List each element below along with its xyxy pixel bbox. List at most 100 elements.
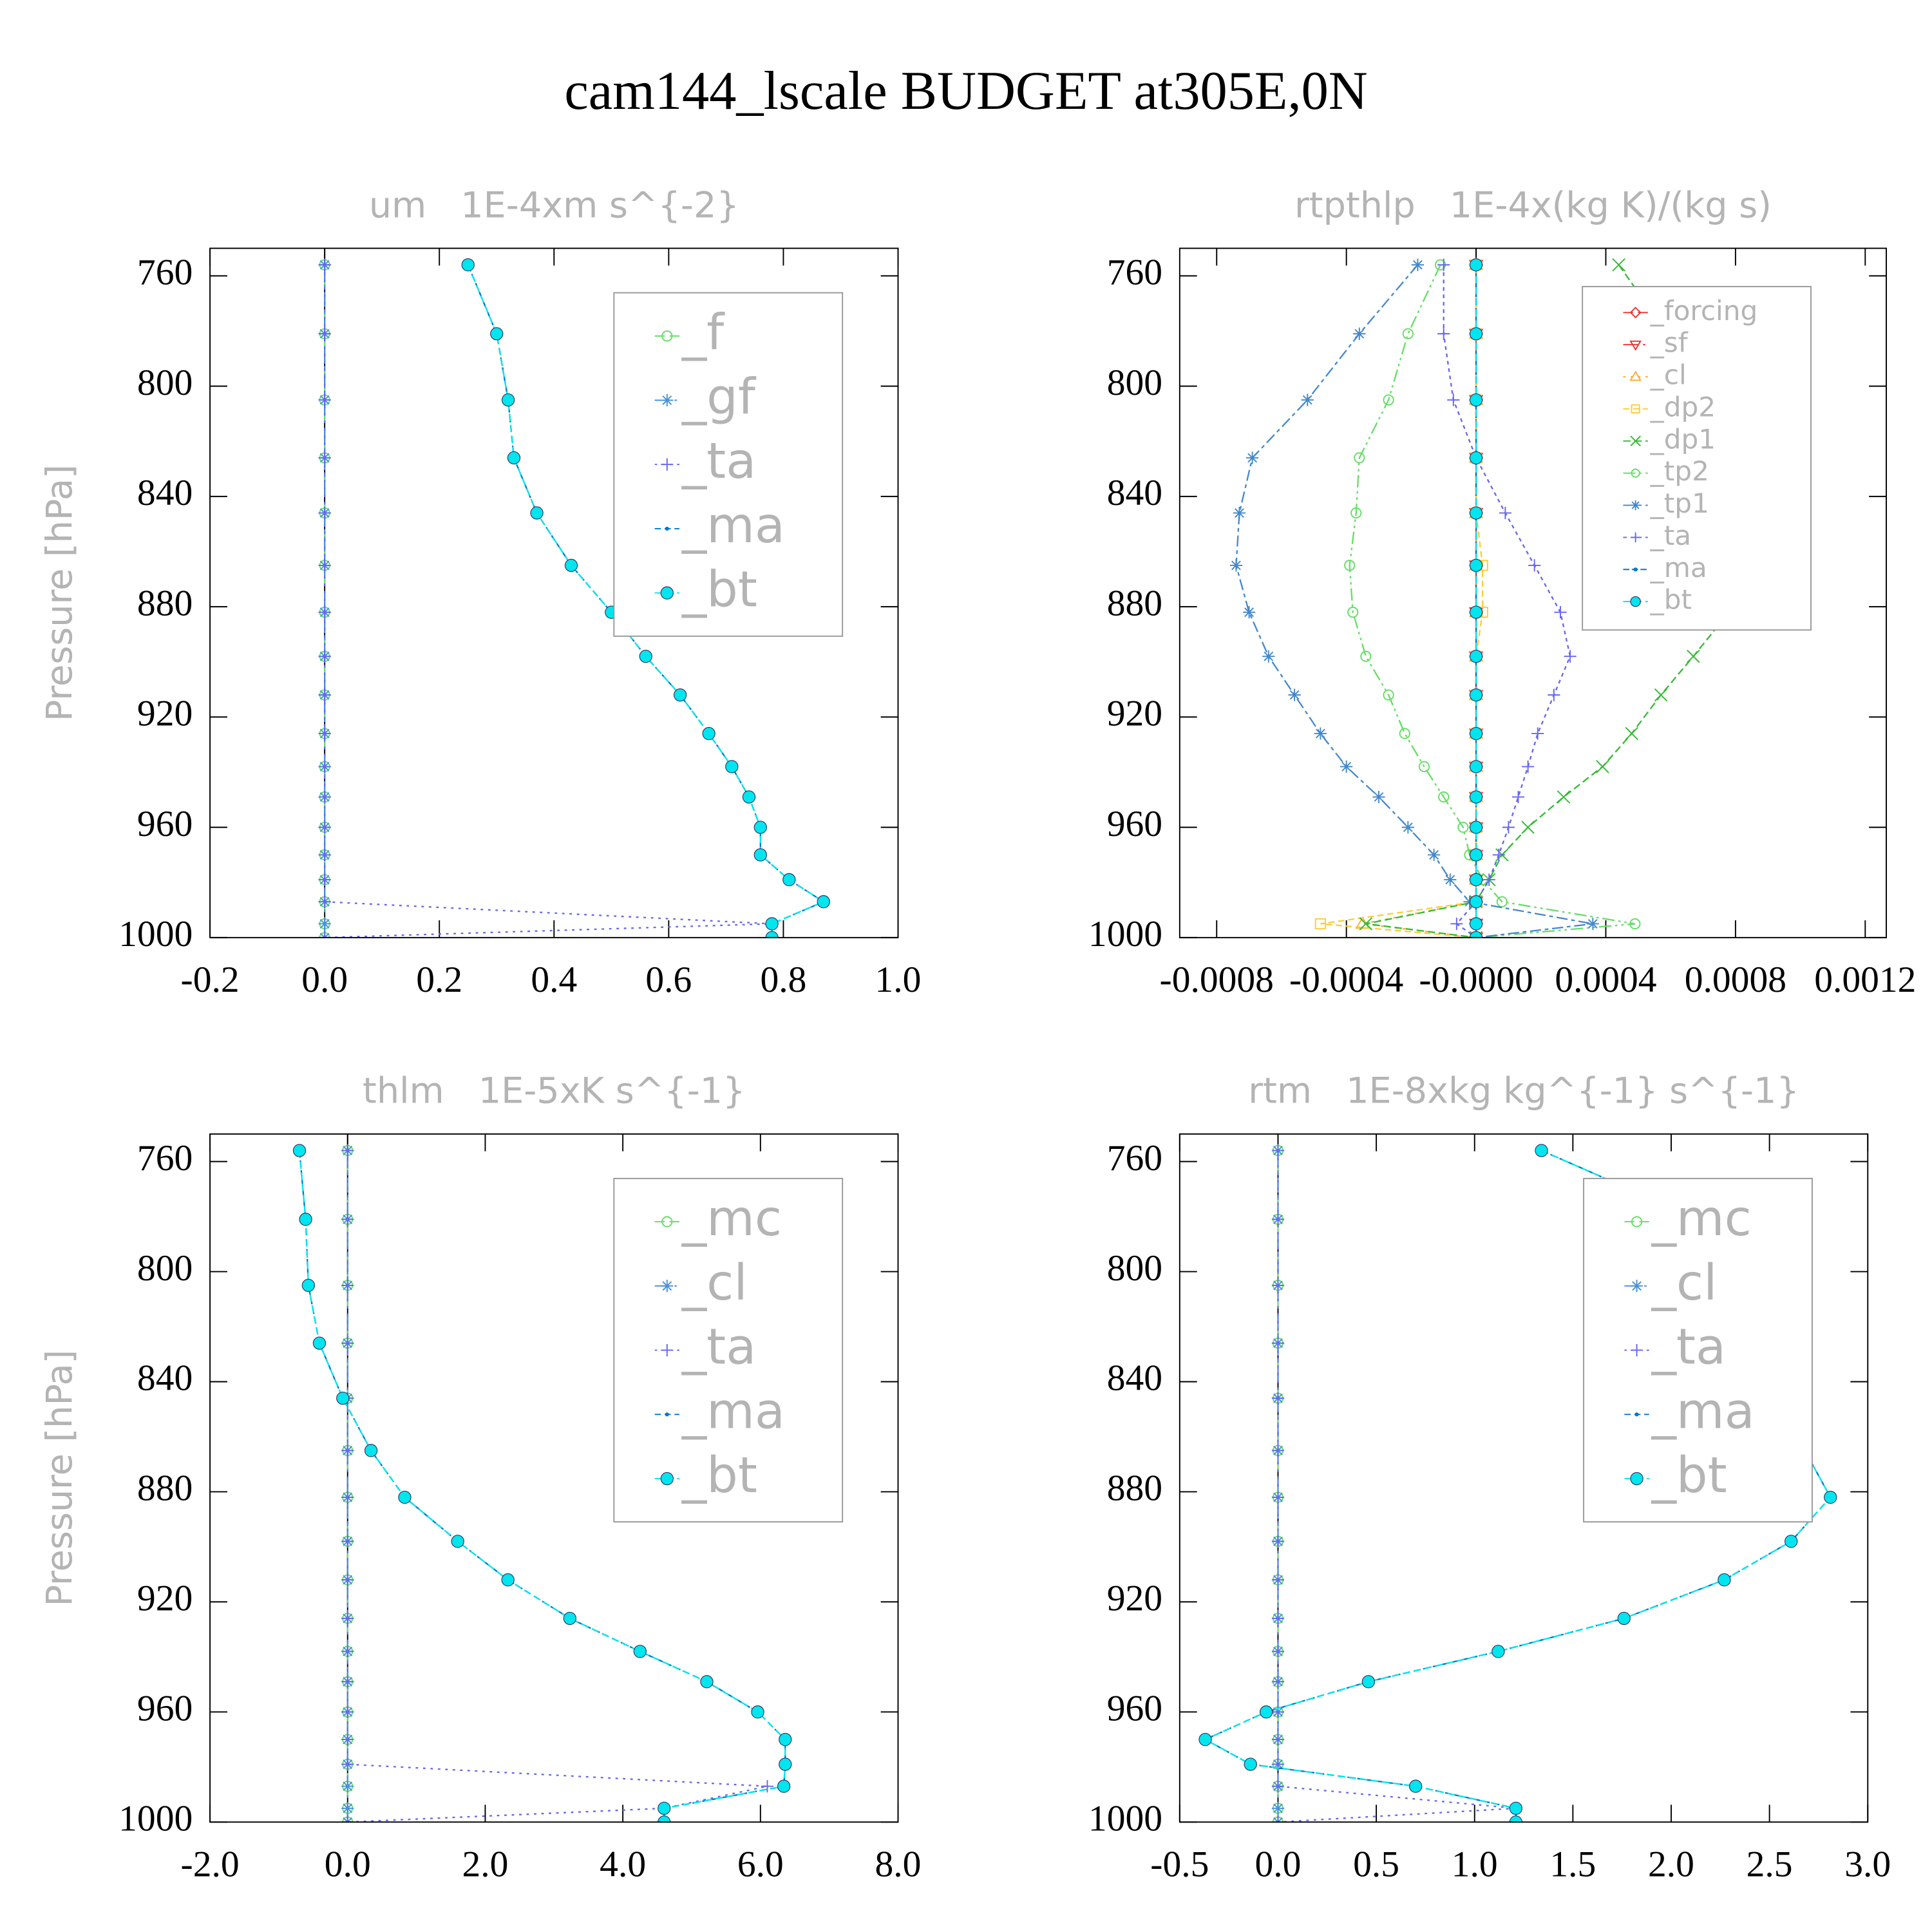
marker: [1259, 1705, 1273, 1719]
marker: [1271, 1392, 1285, 1405]
y-tick-label: 800: [1107, 1248, 1162, 1289]
marker: [1629, 340, 1642, 351]
legend-label: _f: [681, 305, 725, 362]
marker: [1350, 507, 1362, 519]
legend-label: _sf: [1650, 327, 1689, 359]
panel: thlm 1E-5xK s^{-1} Pressure [hPa] 760 800 84…: [39, 1070, 921, 1885]
x-tick-label: 0.8: [760, 960, 806, 1000]
marker: [1271, 1815, 1285, 1823]
marker: [661, 330, 673, 342]
marker: [364, 1444, 378, 1457]
y-tick-label: 800: [1107, 363, 1162, 403]
legend-label: _tp2: [1650, 455, 1709, 487]
marker: [661, 1343, 674, 1357]
legend-box: [613, 292, 844, 637]
marker: [341, 1535, 354, 1548]
legend-label: _ma: [681, 1383, 785, 1440]
marker: [661, 458, 674, 471]
marker: [1271, 1780, 1285, 1793]
marker: [1499, 506, 1511, 520]
marker: [665, 1412, 669, 1417]
y-tick-label: 960: [137, 804, 193, 844]
marker: [1469, 506, 1483, 520]
marker: [1469, 650, 1483, 663]
legend-label: _bt: [681, 562, 757, 619]
marker: [318, 848, 331, 862]
marker: [1557, 790, 1571, 804]
y-tick-label: 760: [1107, 1138, 1162, 1179]
marker: [1360, 650, 1372, 662]
marker: [318, 506, 331, 520]
marker: [1229, 559, 1243, 572]
marker: [1271, 1337, 1285, 1350]
marker: [1437, 327, 1450, 340]
marker: [292, 1144, 307, 1157]
marker: [398, 1490, 412, 1504]
marker: [700, 1675, 714, 1689]
y-tick-label: 880: [1107, 583, 1162, 623]
marker: [1496, 896, 1508, 907]
y-axis-label: Pressure [hPa]: [39, 464, 80, 721]
marker: [1408, 1779, 1423, 1793]
marker: [1457, 821, 1469, 833]
marker: [341, 1144, 354, 1157]
marker: [660, 586, 674, 600]
y-tick-label: 920: [1107, 694, 1162, 734]
marker: [1511, 790, 1525, 804]
marker: [658, 1815, 671, 1823]
y-tick-label: 1000: [1088, 914, 1162, 954]
panel: rtm 1E-8xkg kg^{-1} s^{-1} Pressure [hPa]…: [39, 1070, 1891, 1885]
marker: [1401, 821, 1414, 834]
marker: [1502, 821, 1515, 834]
marker: [1629, 307, 1642, 319]
y-tick-label: 1000: [118, 914, 193, 954]
marker: [1612, 258, 1625, 272]
y-tick-label: 840: [137, 1358, 193, 1399]
marker: [1469, 895, 1483, 909]
marker: [1344, 560, 1356, 571]
marker: [1469, 790, 1483, 804]
plot-area: [1198, 1144, 1837, 1823]
marker: [753, 848, 767, 862]
series-line: [1349, 264, 1635, 938]
series-line: [1203, 1150, 1832, 1823]
plot-frame: [209, 247, 899, 938]
marker: [1469, 451, 1483, 465]
marker: [782, 873, 796, 887]
marker: [702, 726, 715, 741]
marker: [1411, 258, 1425, 271]
marker: [1469, 258, 1483, 272]
plot-area: [292, 1144, 792, 1823]
marker: [564, 558, 578, 573]
marker: [1630, 500, 1641, 511]
legend-label: _ma: [681, 497, 785, 554]
legend: _mc _cl _ta _ma _bt: [613, 1177, 844, 1523]
marker: [341, 1573, 354, 1586]
marker: [318, 895, 331, 908]
marker: [665, 526, 669, 531]
panel: um 1E-4xm s^{-2} Pressure [hPa] 760 800 840 8…: [39, 184, 921, 1000]
marker: [1271, 1733, 1285, 1746]
marker: [341, 1733, 354, 1746]
y-tick-label: 920: [1107, 1578, 1162, 1619]
x-tick-label: -0.0004: [1289, 960, 1403, 1000]
legend-label: _cl: [681, 1255, 748, 1312]
y-tick-label: 880: [1107, 1468, 1162, 1509]
marker: [639, 650, 652, 663]
x-tick-label: 8.0: [875, 1844, 922, 1884]
marker: [779, 1732, 792, 1747]
marker: [318, 606, 331, 619]
marker: [530, 506, 544, 520]
legend-label: _bt: [1651, 1447, 1727, 1504]
marker: [1630, 1343, 1643, 1357]
marker: [1492, 1645, 1505, 1658]
marker: [753, 820, 767, 834]
marker: [1469, 848, 1483, 862]
marker: [507, 451, 521, 465]
plot-frame: [1179, 1133, 1869, 1823]
plot-area: [1229, 257, 1804, 938]
x-tick-label: 2.5: [1747, 1844, 1793, 1884]
marker: [318, 559, 331, 572]
y-tick-label: 760: [137, 1138, 193, 1179]
